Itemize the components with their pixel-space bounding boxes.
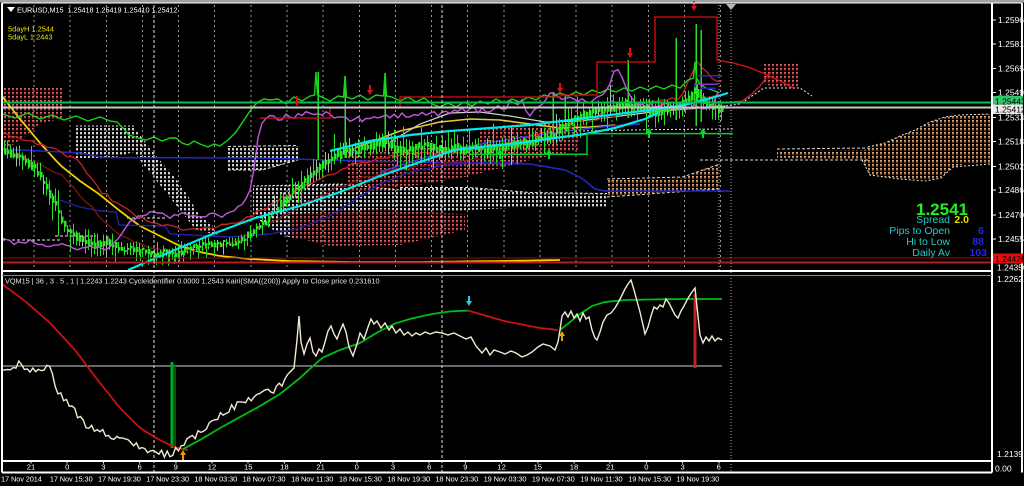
svg-text:88: 88: [972, 236, 984, 248]
svg-text:1.25650: 1.25650: [998, 64, 1024, 74]
svg-text:Spread: Spread: [916, 214, 950, 226]
svg-text:0: 0: [644, 463, 648, 472]
svg-text:19 Nov 19:30: 19 Nov 19:30: [676, 475, 719, 484]
svg-text:12: 12: [497, 463, 505, 472]
svg-text:18 Nov 07:30: 18 Nov 07:30: [243, 475, 286, 484]
svg-text:1.25335: 1.25335: [998, 113, 1024, 123]
svg-text:15: 15: [244, 463, 252, 472]
svg-text:Hi to Low: Hi to Low: [906, 236, 950, 248]
svg-text:19 Nov 11:30: 19 Nov 11:30: [580, 475, 622, 484]
svg-text:6: 6: [427, 463, 431, 472]
svg-text:0: 0: [65, 463, 69, 472]
svg-text:1.25443: 1.25443: [995, 96, 1024, 106]
svg-text:21: 21: [606, 463, 614, 472]
svg-text:19 Nov 15:30: 19 Nov 15:30: [628, 475, 671, 484]
svg-text:9: 9: [463, 463, 467, 472]
svg-text:17 Nov 15:30: 17 Nov 15:30: [50, 475, 93, 484]
svg-text:17 Nov 2014: 17 Nov 2014: [1, 475, 42, 484]
svg-text:1.2139: 1.2139: [997, 449, 1023, 459]
svg-text:6: 6: [137, 463, 141, 472]
svg-text:18 Nov 15:30: 18 Nov 15:30: [339, 475, 382, 484]
svg-text:3: 3: [101, 463, 105, 472]
svg-text:1.25810: 1.25810: [998, 39, 1024, 49]
svg-text:1.25020: 1.25020: [998, 161, 1024, 171]
svg-text:18 Nov 03:30: 18 Nov 03:30: [194, 475, 237, 484]
svg-text:18: 18: [570, 463, 578, 472]
svg-text:3: 3: [391, 463, 395, 472]
svg-text:0.00: 0.00: [995, 464, 1012, 474]
svg-text:Daily Av: Daily Av: [912, 247, 950, 259]
svg-text:1.24865: 1.24865: [998, 185, 1024, 195]
svg-text:1.24426: 1.24426: [995, 254, 1024, 264]
svg-text:19 Nov 03:30: 19 Nov 03:30: [484, 475, 527, 484]
svg-text:6: 6: [978, 225, 984, 237]
svg-text:1.25180: 1.25180: [998, 137, 1024, 147]
svg-text:3: 3: [680, 463, 684, 472]
svg-text:1.2262: 1.2262: [997, 274, 1023, 284]
svg-text:15: 15: [534, 463, 542, 472]
svg-text:21: 21: [316, 463, 324, 472]
svg-text:18 Nov 23:30: 18 Nov 23:30: [435, 475, 478, 484]
svg-text:1.25495: 1.25495: [998, 88, 1024, 98]
svg-text:Pips to Open: Pips to Open: [889, 225, 950, 237]
svg-text:18 Nov 11:30: 18 Nov 11:30: [291, 475, 333, 484]
svg-text:17 Nov 23:30: 17 Nov 23:30: [146, 475, 189, 484]
svg-text:103: 103: [969, 247, 987, 259]
svg-text:5dayH 1.2544: 5dayH 1.2544: [8, 25, 54, 34]
svg-text:21: 21: [27, 463, 35, 472]
svg-text:VQM15 | 36 , 3 . 5 , 1 | 1: VQM15 | 36 , 3 . 5 , 1 | 1.2243 1.2243 C…: [5, 277, 380, 286]
svg-text:18: 18: [280, 463, 288, 472]
svg-text:1.25965: 1.25965: [998, 15, 1024, 25]
svg-text:12: 12: [208, 463, 216, 472]
svg-text:1.24705: 1.24705: [998, 210, 1024, 220]
svg-text:1.24550: 1.24550: [998, 234, 1024, 244]
svg-text:2.0: 2.0: [954, 214, 969, 226]
svg-text:6: 6: [717, 463, 721, 472]
svg-text:0: 0: [355, 463, 359, 472]
svg-text:5dayL 1.2443: 5dayL 1.2443: [8, 33, 53, 42]
svg-text:19 Nov 07:30: 19 Nov 07:30: [532, 475, 575, 484]
svg-text:EURUSD,M15 1.25418 1.25419 1.: EURUSD,M15 1.25418 1.25419 1.25410 1.254…: [17, 6, 178, 15]
svg-text:18 Nov 19:30: 18 Nov 19:30: [387, 475, 430, 484]
svg-text:1.24350: 1.24350: [997, 263, 1024, 273]
svg-text:1.25412: 1.25412: [995, 104, 1024, 114]
svg-text:9: 9: [174, 463, 178, 472]
svg-text:1.2541: 1.2541: [916, 200, 968, 219]
svg-text:17 Nov 19:30: 17 Nov 19:30: [98, 475, 141, 484]
